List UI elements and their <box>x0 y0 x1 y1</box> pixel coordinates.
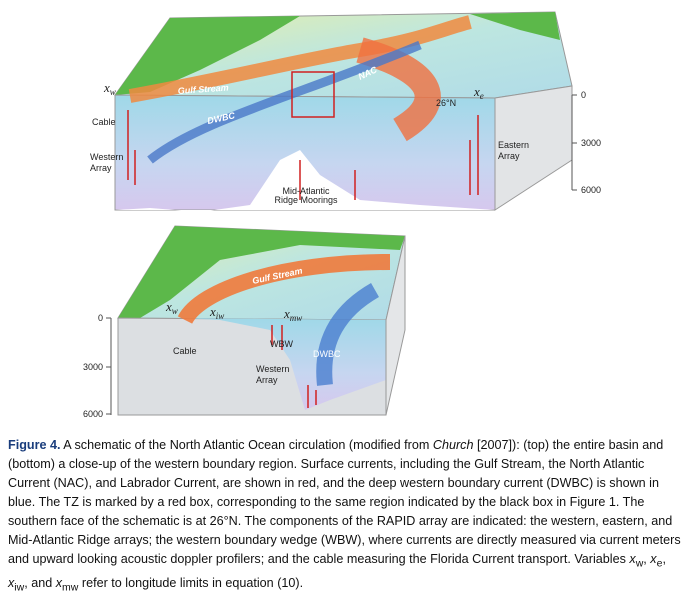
caption: Figure 4. A schematic of the North Atlan… <box>8 436 683 597</box>
western-array-label: Western Array <box>90 152 123 173</box>
depth-tick: 6000 <box>581 185 601 195</box>
caption-text: , <box>643 552 651 566</box>
depth-tick: 0 <box>98 313 103 323</box>
wbw-label: WBW <box>270 339 293 349</box>
page: xw Gulf Stream Cable DWBC NAC 26°N xe We… <box>8 11 681 594</box>
caption-math: x <box>629 552 636 566</box>
depth-tick: 3000 <box>581 138 601 148</box>
x-w-label: xw <box>165 299 178 316</box>
x-iw-label: xiw <box>209 304 224 321</box>
figure: xw Gulf Stream Cable DWBC NAC 26°N xe We… <box>83 11 601 419</box>
cable-label: Cable <box>92 117 116 127</box>
gulf-stream-label: Gulf Stream <box>177 82 229 96</box>
dwbc-label: DWBC <box>313 349 341 359</box>
caption-math: x <box>650 552 657 566</box>
depth-tick: 3000 <box>83 362 103 372</box>
mar-label: Mid-Atlantic Ridge Moorings <box>274 186 338 205</box>
x-w-label: xw <box>103 80 116 97</box>
x-mw-label: xmw <box>283 306 302 323</box>
top-schematic: xw Gulf Stream Cable DWBC NAC 26°N xe We… <box>90 11 601 212</box>
caption-math: e <box>656 557 663 570</box>
depth-tick: 6000 <box>83 409 103 419</box>
caption-text: , <box>662 552 666 566</box>
caption-text: A schematic of the North Atlantic Ocean … <box>60 438 433 452</box>
caption-label: Figure 4. <box>8 438 61 452</box>
caption-text: Church <box>432 438 474 452</box>
bottom-schematic: Gulf Stream xw xiw xmw Cable WBW DWBC We… <box>83 225 406 419</box>
cable-label: Cable <box>173 346 197 356</box>
depth-tick: 0 <box>581 90 586 100</box>
caption-math: w <box>635 557 644 570</box>
western-array-label: Western Array <box>256 364 289 385</box>
x-e-label: xe <box>473 84 484 101</box>
latitude-label: 26°N <box>436 98 456 108</box>
caption-text: [2007]): (top) the entire basin and (bot… <box>8 438 681 566</box>
eastern-array-label: Eastern Array <box>498 140 529 161</box>
